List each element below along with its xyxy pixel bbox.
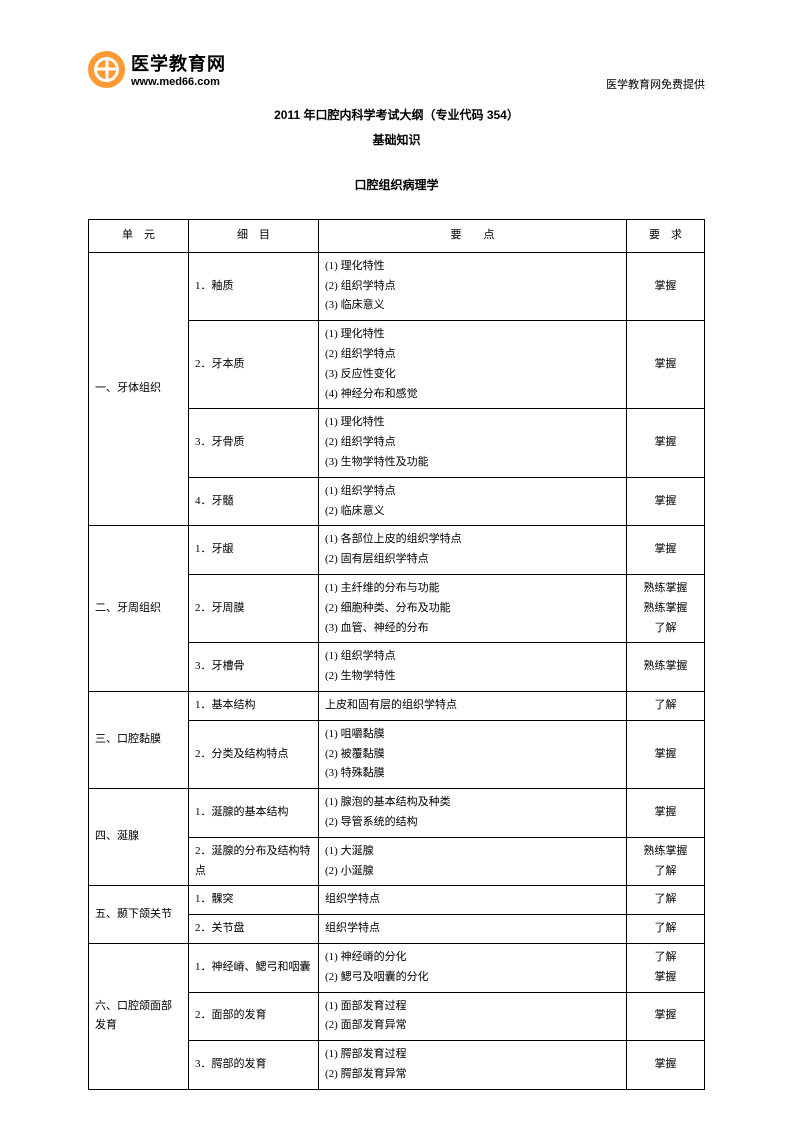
cell-req: 熟练掌握熟练掌握了解 xyxy=(627,574,705,642)
cell-section: 1．髁突 xyxy=(189,886,319,915)
cell-section: 1．神经嵴、鳃弓和咽囊 xyxy=(189,943,319,992)
cell-req: 掌握 xyxy=(627,526,705,575)
cell-section: 1．基本结构 xyxy=(189,691,319,720)
cell-req: 掌握 xyxy=(627,992,705,1041)
table-row: 一、牙体组织1．釉质(1) 理化特性(2) 组织学特点(3) 临床意义掌握 xyxy=(89,252,705,320)
cell-section: 2．牙周膜 xyxy=(189,574,319,642)
cell-unit: 一、牙体组织 xyxy=(89,252,189,526)
syllabus-table: 单 元 细 目 要 点 要 求 一、牙体组织1．釉质(1) 理化特性(2) 组织… xyxy=(88,219,705,1090)
cell-points: 组织学特点 xyxy=(319,886,627,915)
cell-points: (1) 面部发育过程(2) 面部发育异常 xyxy=(319,992,627,1041)
cell-req: 掌握 xyxy=(627,720,705,788)
cell-points: (1) 腺泡的基本结构及种类(2) 导管系统的结构 xyxy=(319,789,627,838)
cell-req: 了解 xyxy=(627,886,705,915)
cell-req: 掌握 xyxy=(627,321,705,409)
cell-points: (1) 组织学特点(2) 生物学特性 xyxy=(319,643,627,692)
cell-points: (1) 大涎腺(2) 小涎腺 xyxy=(319,837,627,886)
cell-section: 4．牙髓 xyxy=(189,477,319,526)
table-row: 五、颞下颌关节1．髁突组织学特点了解 xyxy=(89,886,705,915)
th-section: 细 目 xyxy=(189,220,319,253)
cell-unit: 四、涎腺 xyxy=(89,789,189,886)
th-req: 要 求 xyxy=(627,220,705,253)
cell-section: 1．釉质 xyxy=(189,252,319,320)
cell-section: 2．牙本质 xyxy=(189,321,319,409)
cell-req: 熟练掌握 xyxy=(627,643,705,692)
cell-unit: 二、牙周组织 xyxy=(89,526,189,692)
cell-req: 掌握 xyxy=(627,477,705,526)
logo-url: www.med66.com xyxy=(131,76,226,88)
table-row: 六、口腔颌面部发育1．神经嵴、鳃弓和咽囊(1) 神经嵴的分化(2) 鳃弓及咽囊的… xyxy=(89,943,705,992)
cell-req: 掌握 xyxy=(627,409,705,477)
table-row: 二、牙周组织1．牙龈(1) 各部位上皮的组织学特点(2) 固有层组织学特点掌握 xyxy=(89,526,705,575)
cell-points: (1) 组织学特点(2) 临床意义 xyxy=(319,477,627,526)
cell-unit: 五、颞下颌关节 xyxy=(89,886,189,944)
logo-icon xyxy=(88,51,125,88)
doc-subtitle: 基础知识 xyxy=(88,131,705,148)
cell-req: 了解 xyxy=(627,691,705,720)
cell-points: (1) 主纤维的分布与功能(2) 细胞种类、分布及功能(3) 血管、神经的分布 xyxy=(319,574,627,642)
cell-section: 2．面部的发育 xyxy=(189,992,319,1041)
cell-section: 2．分类及结构特点 xyxy=(189,720,319,788)
cell-points: (1) 腭部发育过程(2) 腭部发育异常 xyxy=(319,1041,627,1090)
cell-points: (1) 理化特性(2) 组织学特点(3) 临床意义 xyxy=(319,252,627,320)
logo-text: 医学教育网 www.med66.com xyxy=(131,50,226,88)
th-points: 要 点 xyxy=(319,220,627,253)
table-row: 四、涎腺1．涎腺的基本结构(1) 腺泡的基本结构及种类(2) 导管系统的结构掌握 xyxy=(89,789,705,838)
cell-section: 2．关节盘 xyxy=(189,915,319,944)
cell-points: (1) 各部位上皮的组织学特点(2) 固有层组织学特点 xyxy=(319,526,627,575)
cell-section: 3．牙槽骨 xyxy=(189,643,319,692)
section-title: 口腔组织病理学 xyxy=(88,176,705,193)
cell-unit: 六、口腔颌面部发育 xyxy=(89,943,189,1089)
logo-title: 医学教育网 xyxy=(131,50,226,76)
cell-section: 1．涎腺的基本结构 xyxy=(189,789,319,838)
cell-req: 了解掌握 xyxy=(627,943,705,992)
cell-points: (1) 理化特性(2) 组织学特点(3) 生物学特性及功能 xyxy=(319,409,627,477)
doc-title: 2011 年口腔内科学考试大纲（专业代码 354） xyxy=(88,106,705,123)
cell-points: (1) 神经嵴的分化(2) 鳃弓及咽囊的分化 xyxy=(319,943,627,992)
cell-points: (1) 理化特性(2) 组织学特点(3) 反应性变化(4) 神经分布和感觉 xyxy=(319,321,627,409)
th-unit: 单 元 xyxy=(89,220,189,253)
cell-unit: 三、口腔黏膜 xyxy=(89,691,189,788)
cell-req: 掌握 xyxy=(627,1041,705,1090)
cell-points: (1) 咀嚼黏膜(2) 被覆黏膜(3) 特殊黏膜 xyxy=(319,720,627,788)
cell-points: 上皮和固有层的组织学特点 xyxy=(319,691,627,720)
cell-section: 3．牙骨质 xyxy=(189,409,319,477)
cell-section: 1．牙龈 xyxy=(189,526,319,575)
cell-req: 了解 xyxy=(627,915,705,944)
cell-req: 熟练掌握了解 xyxy=(627,837,705,886)
cell-section: 2．涎腺的分布及结构特点 xyxy=(189,837,319,886)
cell-req: 掌握 xyxy=(627,252,705,320)
cell-req: 掌握 xyxy=(627,789,705,838)
table-row: 三、口腔黏膜1．基本结构上皮和固有层的组织学特点了解 xyxy=(89,691,705,720)
cell-section: 3．腭部的发育 xyxy=(189,1041,319,1090)
cell-points: 组织学特点 xyxy=(319,915,627,944)
